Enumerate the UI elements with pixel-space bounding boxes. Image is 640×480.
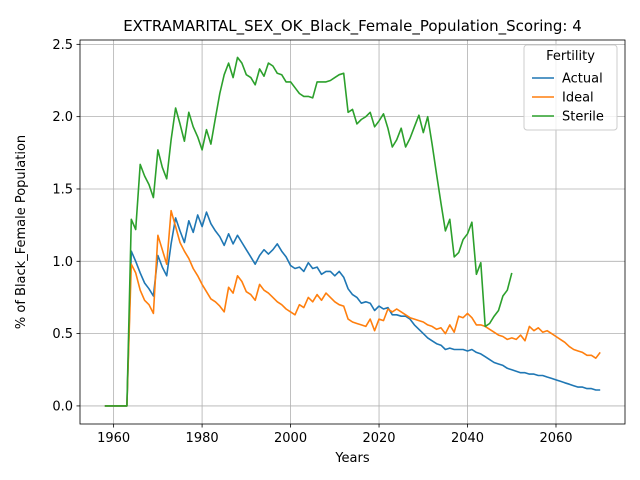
legend-title: Fertility [546,49,595,64]
y-axis-label: % of Black_Female Population [14,135,29,329]
series-line-sterile [104,56,513,407]
x-tick-label: 1980 [186,431,219,446]
y-axis: 0.0 0.5 1.0 1.5 2.0 2.5 [52,38,80,414]
series-lines [104,56,601,407]
y-tick-label: 2.5 [52,38,73,53]
x-axis: 1960 1980 2000 2020 2040 2060 [97,424,573,446]
legend-label-sterile: Sterile [562,110,604,125]
legend-box [523,44,618,131]
legend: Fertility Actual Ideal Sterile [523,44,618,131]
legend-label-ideal: Ideal [562,91,594,106]
series-line-actual [104,211,601,407]
x-axis-label: Years [334,451,370,466]
chart-title: EXTRAMARITAL_SEX_OK_Black_Female_Populat… [123,17,582,36]
y-tick-label: 2.0 [52,110,73,125]
y-tick-label: 1.5 [52,182,73,197]
plot-frame [79,39,626,425]
y-tick-label: 0.0 [52,399,73,414]
y-tick-label: 0.5 [52,327,73,342]
x-tick-label: 2060 [539,431,572,446]
x-tick-label: 1960 [97,431,130,446]
x-tick-label: 2000 [274,431,307,446]
series-line-ideal [104,209,601,407]
x-tick-label: 2040 [451,431,484,446]
legend-label-actual: Actual [562,72,603,87]
y-tick-label: 1.0 [52,255,73,270]
x-tick-label: 2020 [362,431,395,446]
